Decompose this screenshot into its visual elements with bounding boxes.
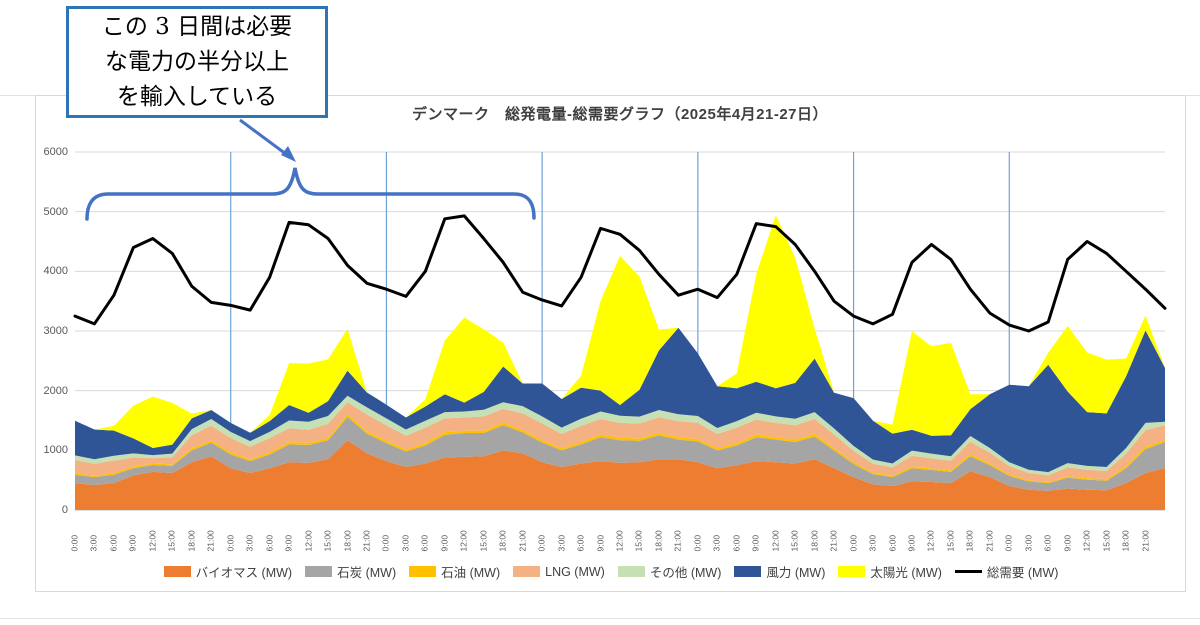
legend-label: 風力 (MW) [766, 566, 826, 580]
area-series [75, 327, 1165, 473]
legend-swatch [163, 566, 191, 577]
x-axis-label: 21:00 [672, 530, 683, 552]
x-axis-label: 21:00 [1140, 530, 1151, 552]
x-axis-label: 15:00 [789, 530, 800, 552]
x-axis-label: 15:00 [1101, 530, 1112, 552]
annotation-callout[interactable]: この 3 日間は必要 な電力の半分以上 を輸入している [66, 6, 328, 118]
area-series [75, 440, 1165, 510]
legend-swatch [305, 566, 333, 577]
x-axis-label: 3:00 [1023, 534, 1034, 552]
x-axis-label: 18:00 [342, 530, 352, 552]
x-axis-label: 9:00 [283, 534, 294, 552]
x-axis-label: 6:00 [731, 534, 742, 552]
x-axis-label: 15:00 [633, 530, 644, 552]
x-axis-label: 3:00 [88, 534, 99, 552]
legend-label: LNG (MW) [545, 564, 605, 579]
x-axis-label: 15:00 [166, 530, 177, 552]
x-axis-label: 12:00 [614, 530, 625, 552]
x-axis-label: 21:00 [205, 530, 216, 552]
x-axis-label: 6:00 [419, 534, 430, 552]
x-axis-label: 3:00 [867, 534, 878, 552]
x-axis-label: 9:00 [595, 534, 606, 552]
x-axis-label: 15:00 [322, 530, 333, 552]
legend: バイオマス (MW) 石炭 (MW) 石油 (MW) LNG (MW) その他 (MW)… [36, 562, 1186, 581]
x-axis-label: 0:00 [1003, 534, 1014, 552]
x-axis-label: 3:00 [556, 534, 567, 552]
x-axis-label: 15:00 [478, 530, 489, 552]
x-axis-label: 6:00 [108, 534, 119, 552]
x-axis-label: 18:00 [964, 530, 975, 552]
x-axis-label: 12:00 [147, 530, 158, 552]
x-axis-label: 9:00 [439, 534, 450, 552]
demand-line [73, 214, 1167, 333]
legend-swatch [617, 566, 645, 577]
legend-item: その他 (MW) [617, 562, 722, 581]
x-axis-label: 21:00 [361, 530, 372, 552]
x-axis-label: 3:00 [400, 534, 411, 552]
legend-swatch [513, 566, 541, 577]
x-axis-label: 0:00 [69, 534, 80, 552]
area-series [75, 416, 1165, 491]
y-axis-label: 5000 [43, 205, 68, 218]
legend-item: 風力 (MW) [734, 562, 825, 581]
area-series [75, 215, 1165, 448]
x-axis-label: 0:00 [225, 534, 236, 552]
chart-title: デンマーク 総発電量-総需要グラフ（2025年4月21-27日） [411, 106, 829, 123]
x-axis-label: 12:00 [770, 530, 781, 552]
x-axis-label: 12:00 [925, 530, 936, 552]
x-axis-label: 18:00 [497, 530, 508, 552]
x-axis-label: 6:00 [887, 534, 897, 552]
x-axis-label: 9:00 [750, 534, 761, 552]
x-axis-label: 0:00 [692, 534, 703, 552]
y-axis-label: 1000 [43, 444, 68, 457]
x-axis-label: 12:00 [1081, 530, 1092, 552]
x-axis-label: 0:00 [380, 534, 391, 552]
y-axis-label: 2000 [43, 384, 68, 397]
x-axis-label: 18:00 [653, 530, 664, 552]
legend-swatch [954, 570, 982, 573]
x-axis-label: 21:00 [984, 530, 995, 552]
area-series [75, 402, 1165, 482]
x-axis-label: 21:00 [828, 530, 839, 552]
x-axis-label: 0:00 [848, 534, 859, 552]
x-axis-label: 18:00 [1120, 530, 1131, 552]
legend-item: 太陽光 (MW) [838, 562, 942, 581]
legend-label: バイオマス (MW) [195, 566, 293, 580]
x-axis-label: 3:00 [244, 534, 255, 552]
legend-swatch [409, 566, 437, 577]
legend-item: LNG (MW) [513, 565, 605, 579]
x-axis-label: 18:00 [809, 530, 820, 552]
legend-item: 石油 (MW) [409, 562, 500, 581]
legend-label: 石油 (MW) [441, 566, 501, 580]
legend-item: バイオマス (MW) [163, 562, 293, 581]
x-axis-label: 6:00 [575, 534, 586, 552]
legend-label: 太陽光 (MW) [870, 566, 942, 580]
x-axis-label: 9:00 [1062, 534, 1073, 552]
y-axis-label: 0 [61, 504, 68, 516]
y-axis-label: 4000 [43, 265, 68, 278]
y-axis-label: 3000 [43, 325, 68, 337]
y-axis-label: 6000 [43, 146, 68, 158]
legend-label: その他 (MW) [649, 566, 722, 580]
x-axis-label: 9:00 [906, 534, 917, 552]
sheet-gridline [0, 618, 1200, 619]
legend-label: 石炭 (MW) [337, 566, 397, 580]
x-axis-label: 6:00 [264, 534, 275, 552]
x-axis-label: 6:00 [1042, 534, 1053, 552]
legend-swatch [838, 566, 866, 577]
x-axis-label: 15:00 [945, 530, 956, 552]
x-axis-label: 0:00 [536, 534, 547, 552]
x-axis-label: 9:00 [127, 534, 138, 552]
x-axis-label: 12:00 [303, 530, 314, 552]
legend-label: 総需要 (MW) [986, 566, 1059, 580]
x-axis-label: 21:00 [517, 530, 528, 552]
x-axis-label: 12:00 [458, 530, 469, 552]
legend-item: 総需要 (MW) [954, 562, 1059, 581]
x-axis-label: 3:00 [711, 534, 722, 552]
legend-swatch [734, 566, 762, 577]
legend-item: 石炭 (MW) [305, 562, 396, 581]
x-axis-label: 18:00 [186, 530, 197, 552]
